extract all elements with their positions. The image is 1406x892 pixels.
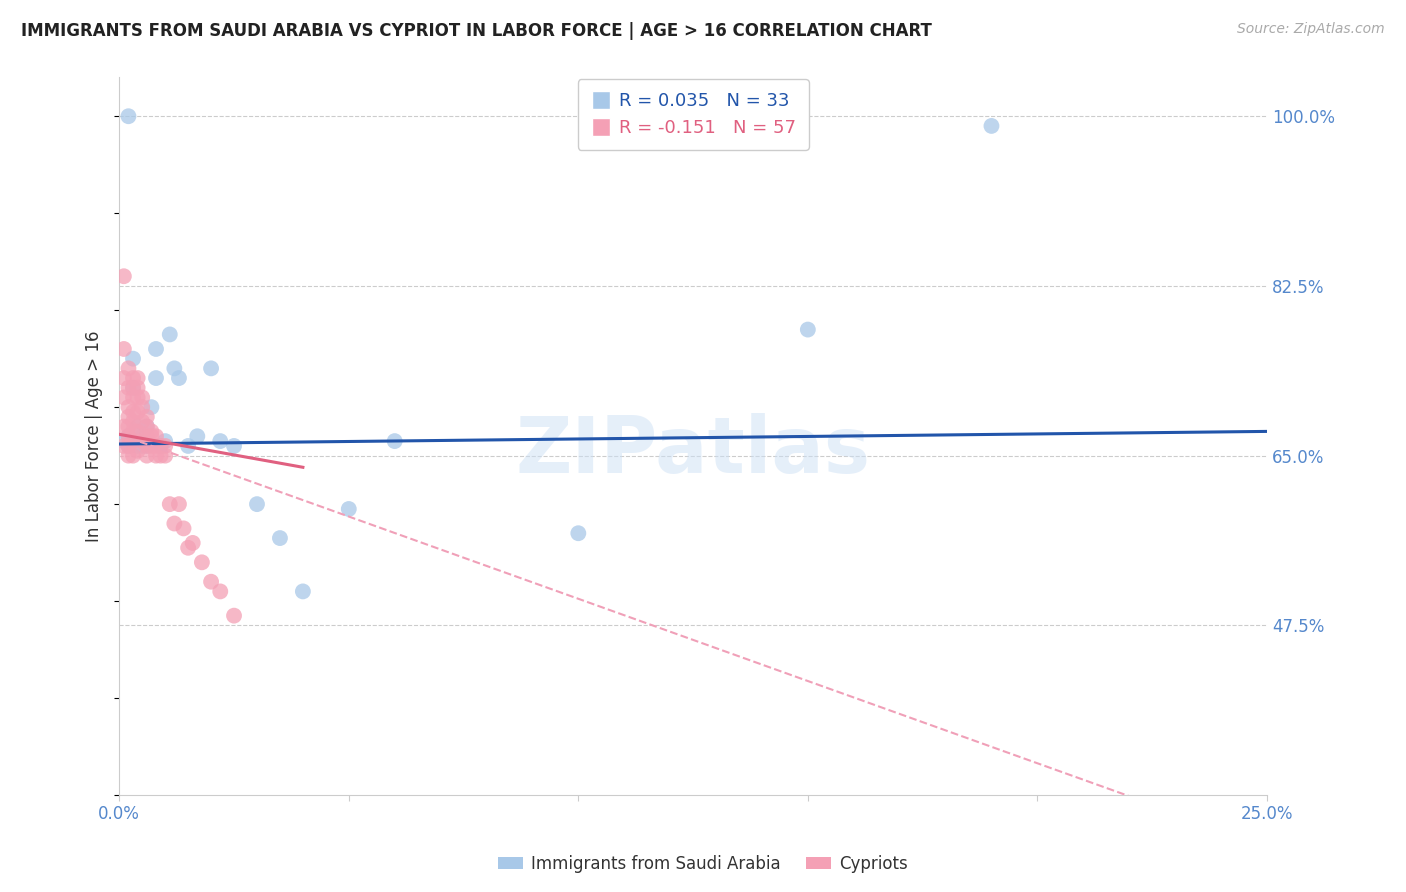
Point bbox=[145, 371, 167, 385]
Point bbox=[384, 434, 406, 449]
Point bbox=[131, 391, 153, 405]
Point bbox=[135, 449, 157, 463]
Point bbox=[131, 434, 153, 449]
Point bbox=[159, 497, 181, 511]
Point bbox=[127, 371, 149, 385]
Point bbox=[145, 429, 167, 443]
Point bbox=[112, 342, 135, 356]
Point bbox=[131, 400, 153, 414]
Point bbox=[131, 429, 153, 443]
Point bbox=[149, 439, 172, 453]
Point bbox=[980, 119, 1002, 133]
Point bbox=[141, 400, 163, 414]
Point bbox=[117, 109, 139, 123]
Point bbox=[191, 555, 214, 569]
Point bbox=[209, 584, 232, 599]
Point bbox=[337, 502, 360, 516]
Point bbox=[145, 439, 167, 453]
Point bbox=[222, 608, 245, 623]
Point bbox=[117, 381, 139, 395]
Point bbox=[117, 439, 139, 453]
Point bbox=[131, 415, 153, 429]
Point bbox=[131, 439, 153, 453]
Point bbox=[291, 584, 314, 599]
Point bbox=[141, 429, 163, 443]
Point bbox=[122, 381, 145, 395]
Point bbox=[167, 371, 190, 385]
Point bbox=[127, 419, 149, 434]
Point bbox=[122, 405, 145, 419]
Point bbox=[186, 429, 208, 443]
Point bbox=[117, 429, 139, 443]
Point bbox=[122, 371, 145, 385]
Point bbox=[112, 269, 135, 284]
Point bbox=[153, 434, 176, 449]
Point bbox=[117, 409, 139, 424]
Point bbox=[797, 322, 820, 336]
Point bbox=[127, 425, 149, 439]
Point bbox=[112, 371, 135, 385]
Point bbox=[127, 405, 149, 419]
Point bbox=[112, 439, 135, 453]
Text: Source: ZipAtlas.com: Source: ZipAtlas.com bbox=[1237, 22, 1385, 37]
Point bbox=[141, 439, 163, 453]
Point bbox=[200, 361, 222, 376]
Legend: R = 0.035   N = 33, R = -0.151   N = 57: R = 0.035 N = 33, R = -0.151 N = 57 bbox=[578, 79, 808, 150]
Point bbox=[159, 327, 181, 342]
Point bbox=[167, 497, 190, 511]
Point bbox=[153, 449, 176, 463]
Point bbox=[112, 419, 135, 434]
Point bbox=[135, 419, 157, 434]
Y-axis label: In Labor Force | Age > 16: In Labor Force | Age > 16 bbox=[86, 331, 103, 542]
Point bbox=[117, 429, 139, 443]
Point bbox=[127, 381, 149, 395]
Point bbox=[153, 439, 176, 453]
Point bbox=[127, 391, 149, 405]
Point bbox=[117, 400, 139, 414]
Point bbox=[222, 439, 245, 453]
Point bbox=[127, 439, 149, 453]
Point bbox=[246, 497, 269, 511]
Point bbox=[177, 541, 200, 555]
Point bbox=[145, 449, 167, 463]
Point bbox=[135, 439, 157, 453]
Point bbox=[163, 516, 186, 531]
Point bbox=[177, 439, 200, 453]
Point bbox=[117, 449, 139, 463]
Point bbox=[127, 443, 149, 458]
Point bbox=[149, 449, 172, 463]
Text: IMMIGRANTS FROM SAUDI ARABIA VS CYPRIOT IN LABOR FORCE | AGE > 16 CORRELATION CH: IMMIGRANTS FROM SAUDI ARABIA VS CYPRIOT … bbox=[21, 22, 932, 40]
Point bbox=[122, 381, 145, 395]
Point bbox=[209, 434, 232, 449]
Point bbox=[163, 361, 186, 376]
Point bbox=[122, 434, 145, 449]
Point bbox=[135, 409, 157, 424]
Point bbox=[200, 574, 222, 589]
Point bbox=[122, 415, 145, 429]
Point bbox=[122, 351, 145, 366]
Point bbox=[122, 449, 145, 463]
Point bbox=[567, 526, 589, 541]
Point bbox=[145, 342, 167, 356]
Point bbox=[141, 425, 163, 439]
Point bbox=[269, 531, 291, 545]
Point bbox=[149, 439, 172, 453]
Text: ZIPatlas: ZIPatlas bbox=[516, 413, 870, 489]
Point bbox=[181, 536, 204, 550]
Point bbox=[112, 434, 135, 449]
Point bbox=[135, 439, 157, 453]
Point bbox=[117, 439, 139, 453]
Legend: Immigrants from Saudi Arabia, Cypriots: Immigrants from Saudi Arabia, Cypriots bbox=[491, 848, 915, 880]
Point bbox=[135, 429, 157, 443]
Point bbox=[122, 425, 145, 439]
Point bbox=[117, 361, 139, 376]
Point bbox=[117, 419, 139, 434]
Point bbox=[173, 521, 195, 535]
Point bbox=[112, 391, 135, 405]
Point bbox=[122, 391, 145, 405]
Point bbox=[135, 419, 157, 434]
